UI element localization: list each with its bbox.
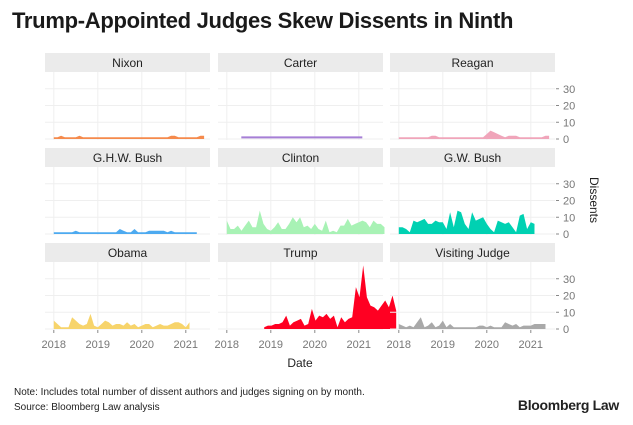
x-tick-label: 2018	[387, 339, 411, 351]
chart-title: Trump-Appointed Judges Skew Dissents in …	[12, 8, 514, 33]
x-tick-label: 2021	[174, 339, 198, 351]
x-tick-label: 2021	[347, 339, 371, 351]
facet-label-g-h-w-bush: G.H.W. Bush	[93, 151, 162, 165]
x-tick-label: 2018	[215, 339, 239, 351]
y-tick-label: 30	[563, 274, 575, 286]
facet-strip	[218, 148, 383, 167]
y-tick-label: 0	[563, 324, 569, 336]
facet-label-carter: Carter	[284, 56, 317, 70]
series-area-nixon	[53, 135, 205, 139]
x-tick-label: 2018	[42, 339, 66, 351]
x-tick-label: 2019	[86, 339, 110, 351]
series-area-clinton	[226, 210, 385, 234]
x-tick-label: 2020	[130, 339, 154, 351]
y-tick-label: 0	[563, 229, 569, 241]
y-tick-label: 30	[563, 84, 575, 96]
y-tick-label: 0	[563, 134, 569, 146]
facet-strip	[45, 243, 210, 262]
facet-label-trump: Trump	[283, 246, 318, 260]
series-area-g-h-w-bush	[53, 229, 197, 234]
facet-strip	[390, 148, 555, 167]
facet-strip	[390, 53, 555, 72]
facet-strip	[218, 243, 383, 262]
bloomberg-law-logo: Bloomberg Law	[517, 397, 619, 413]
x-tick-label: 2019	[259, 339, 283, 351]
facet-strip	[45, 53, 210, 72]
x-tick-label: 2021	[519, 339, 543, 351]
y-tick-label: 20	[563, 196, 575, 208]
facet-strip	[218, 53, 383, 72]
series-area-visiting-judge	[398, 317, 546, 329]
facet-strip	[390, 243, 555, 262]
series-area-reagan	[398, 130, 550, 139]
series-area-g-w-bush	[398, 210, 535, 234]
series-area-obama	[53, 313, 190, 329]
facet-label-visiting-judge: Visiting Judge	[435, 246, 510, 260]
faceted-area-chart: Nixon Carter Reagan 0 10 20 30 G.H.W. Bush Clint…	[42, 53, 601, 370]
x-tick-label: 2020	[303, 339, 327, 351]
y-axis-label: Dissents	[587, 177, 601, 223]
y-tick-label: 30	[563, 179, 575, 191]
y-tick-label: 20	[563, 101, 575, 113]
y-tick-label: 10	[563, 117, 575, 129]
facet-label-clinton: Clinton	[282, 151, 319, 165]
series-area-trump	[264, 265, 397, 329]
x-tick-label: 2019	[431, 339, 455, 351]
y-tick-label: 10	[563, 307, 575, 319]
facet-label-reagan: Reagan	[451, 56, 493, 70]
chart-note: Note: Includes total number of dissent a…	[14, 387, 365, 398]
y-tick-label: 20	[563, 291, 575, 303]
x-tick-label: 2020	[475, 339, 499, 351]
facet-label-g-w-bush: G.W. Bush	[444, 151, 501, 165]
y-tick-label: 10	[563, 212, 575, 224]
facet-strip	[45, 148, 210, 167]
facet-label-nixon: Nixon	[112, 56, 143, 70]
x-axis-label: Date	[287, 356, 313, 370]
facet-label-obama: Obama	[108, 246, 148, 260]
chart-source: Source: Bloomberg Law analysis	[14, 402, 160, 413]
